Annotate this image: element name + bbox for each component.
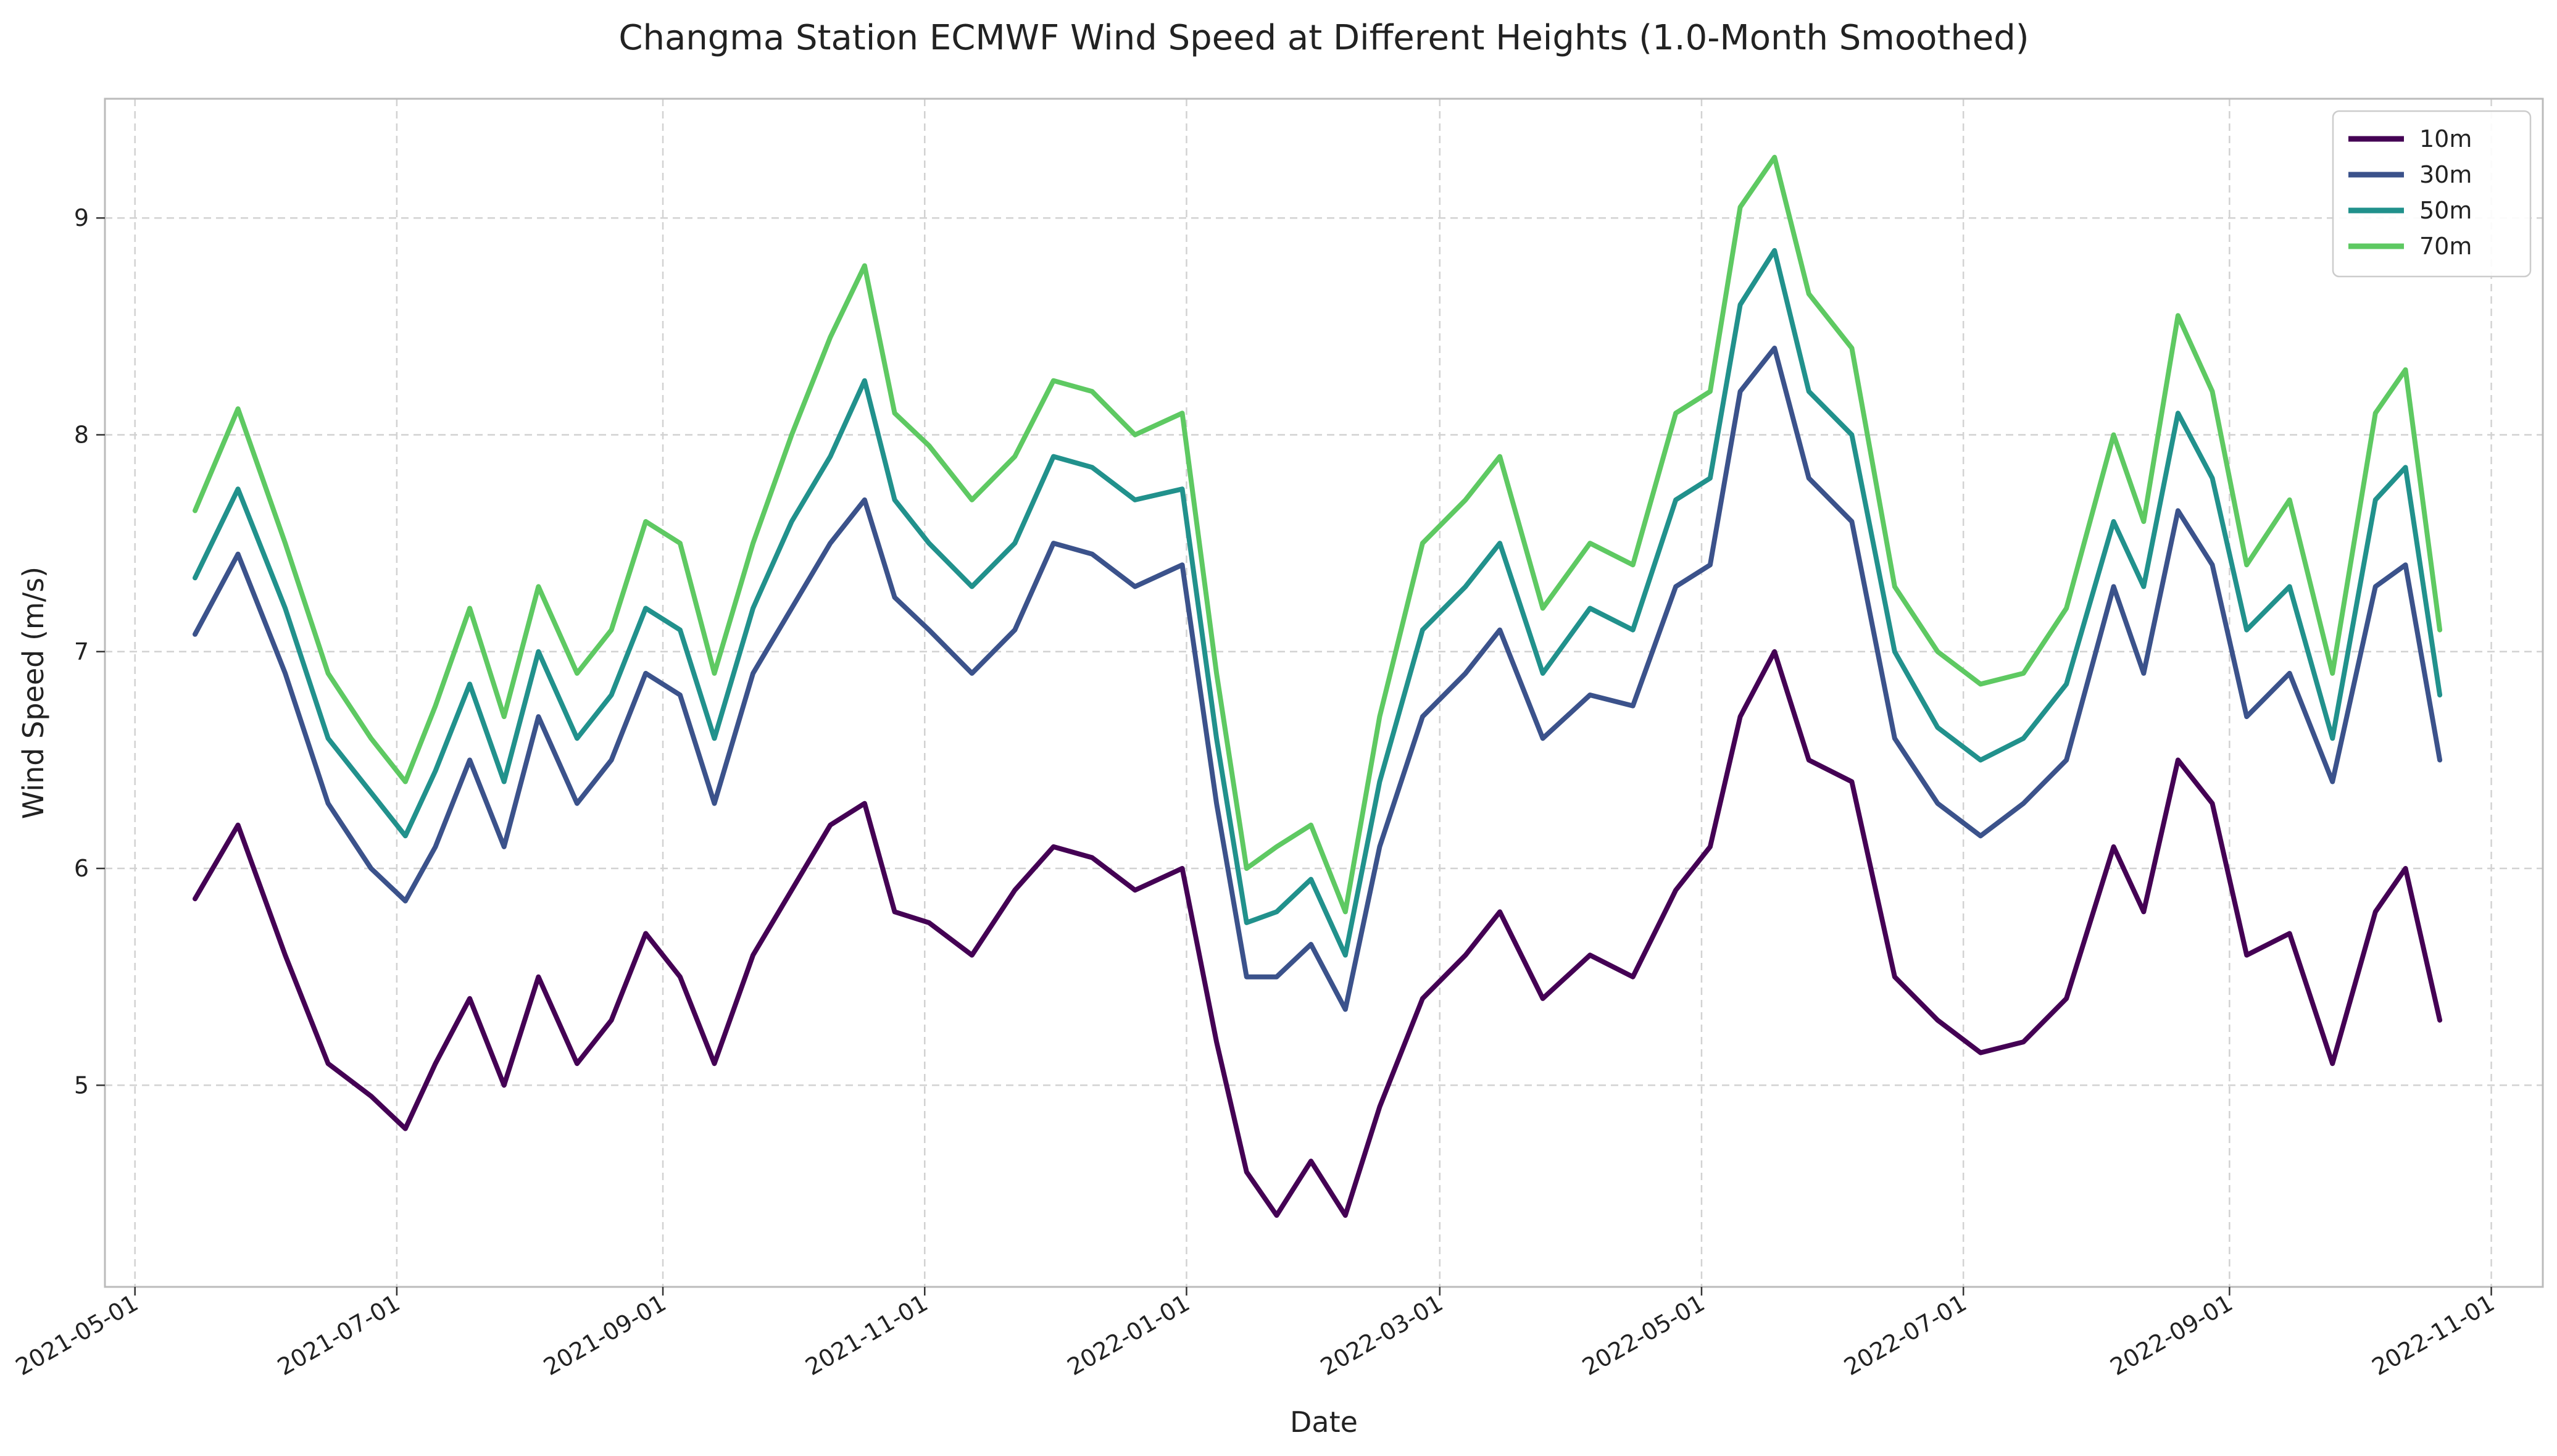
plot-frame (104, 98, 2544, 1288)
chart-title: Changma Station ECMWF Wind Speed at Diff… (618, 18, 2029, 58)
y-tick-label: 8 (74, 421, 89, 448)
legend-label: 50m (2419, 197, 2472, 224)
legend-box (2332, 110, 2532, 278)
legend-label: 10m (2419, 125, 2472, 152)
y-tick-label: 6 (74, 855, 89, 882)
y-tick-label: 7 (74, 638, 89, 665)
y-axis-label: Wind Speed (m/s) (17, 567, 50, 819)
legend-label: 70m (2419, 233, 2472, 260)
y-tick-label: 9 (74, 204, 89, 231)
x-axis-label: Date (1290, 1405, 1358, 1439)
series-lines (193, 154, 2443, 1218)
legend-label: 30m (2419, 161, 2472, 188)
y-tick-label: 5 (74, 1071, 89, 1099)
series-line-10m (193, 649, 2443, 1218)
series-line-50m (193, 248, 2443, 958)
grid (105, 99, 2543, 1287)
series-line-30m (193, 346, 2443, 1012)
series-line-70m (193, 154, 2443, 915)
legend: 10m 30m 50m 70m (2332, 110, 2532, 278)
